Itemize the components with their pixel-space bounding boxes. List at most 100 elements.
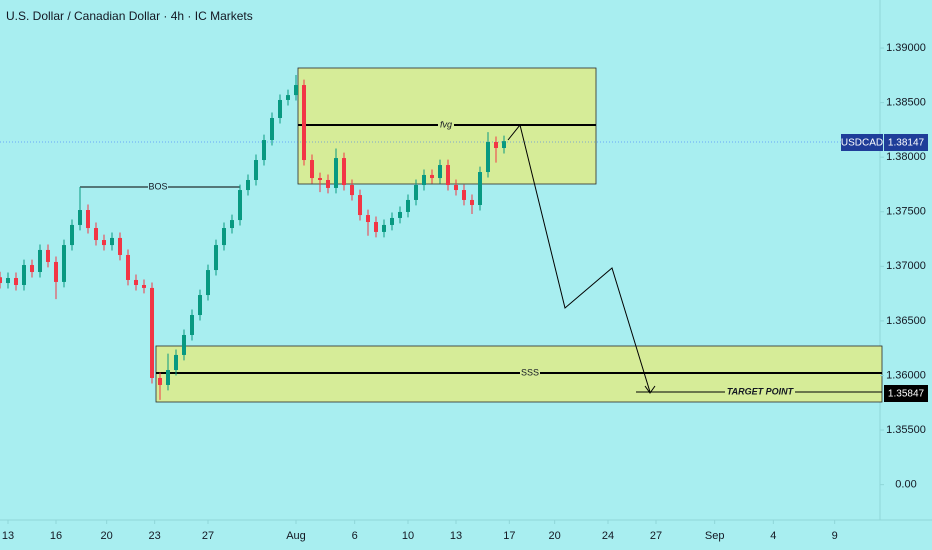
candle-body — [430, 174, 434, 179]
x-tick-label: 10 — [402, 530, 414, 542]
x-tick-label: 23 — [149, 530, 161, 542]
candle-body — [166, 370, 170, 385]
candle-body — [246, 179, 250, 191]
y-tick-label: 1.35500 — [886, 424, 926, 436]
candle-body — [238, 190, 242, 221]
y-tick-label: 1.38000 — [886, 151, 926, 163]
x-tick-label: 20 — [549, 530, 561, 542]
candle-body — [414, 185, 418, 200]
candle-body — [446, 165, 450, 186]
candle-body — [342, 158, 346, 186]
candle-body — [406, 199, 410, 212]
projection-path — [507, 123, 651, 393]
candle-body — [302, 85, 306, 161]
candle-body — [206, 270, 210, 296]
candle-body — [110, 237, 114, 246]
candle-body — [0, 277, 2, 284]
candle-body — [422, 174, 426, 186]
target-price-label: 1.35847 — [888, 389, 925, 400]
target-price-tag — [884, 385, 928, 402]
bos-label: BOS — [148, 181, 167, 191]
candle-body — [230, 220, 234, 229]
candle-body — [38, 249, 42, 273]
candle-body — [462, 190, 466, 200]
x-tick-label: 24 — [602, 530, 614, 542]
candle-body — [94, 228, 98, 241]
candles — [0, 74, 506, 400]
x-tick-label: 27 — [202, 530, 214, 542]
candle-body — [350, 185, 354, 196]
candle-body — [398, 211, 402, 218]
candle-body — [478, 172, 482, 205]
candle-body — [190, 315, 194, 335]
x-tick-label: 9 — [832, 530, 838, 542]
candle-body — [438, 165, 442, 179]
target-label: TARGET POINT — [727, 386, 795, 396]
candle-body — [374, 222, 378, 232]
symbol-label: USDCAD — [841, 138, 883, 149]
candle-body — [358, 195, 362, 216]
candle-body — [294, 85, 298, 96]
projection-arrow — [644, 385, 656, 394]
candle-body — [150, 287, 154, 378]
last-price-tag — [884, 134, 928, 151]
y-tick-label: 1.37000 — [886, 260, 926, 272]
symbol-tag — [841, 134, 883, 151]
candle-body — [86, 210, 90, 229]
candle-body — [278, 99, 282, 118]
candle-body — [182, 334, 186, 355]
x-tick-label: 16 — [50, 530, 62, 542]
x-tick-label: 4 — [770, 530, 776, 542]
candle-body — [134, 279, 138, 285]
y-tick-label: 1.39000 — [886, 42, 926, 54]
x-tick-label: 27 — [650, 530, 662, 542]
candle-body — [494, 142, 498, 149]
candle-body — [78, 210, 82, 225]
candle-body — [118, 237, 122, 255]
candle-body — [318, 178, 322, 180]
candle-body — [470, 199, 474, 205]
x-tick-label: Aug — [286, 530, 306, 542]
candle-body — [14, 278, 18, 285]
last-price-label: 1.38147 — [888, 138, 925, 149]
candle-body — [326, 179, 330, 188]
candle-body — [486, 142, 490, 173]
candle-body — [198, 295, 202, 316]
candle-body — [366, 215, 370, 223]
candle-body — [54, 261, 58, 282]
candle-body — [70, 224, 74, 246]
y-tick-label: 1.36500 — [886, 315, 926, 327]
x-tick-label: 17 — [503, 530, 515, 542]
x-tick-label: 20 — [101, 530, 113, 542]
y-tick-label: 1.36000 — [886, 369, 926, 381]
candle-body — [30, 265, 34, 273]
fvg-label: fvg — [440, 119, 452, 129]
candle-body — [502, 141, 506, 149]
x-tick-label: 6 — [352, 530, 358, 542]
candle-body — [142, 284, 146, 288]
candle-body — [214, 245, 218, 271]
candle-body — [390, 217, 394, 225]
candle-body — [174, 354, 178, 371]
y-tick-label: 1.37500 — [886, 206, 926, 218]
candle-body — [270, 117, 274, 141]
x-tick-label: Sep — [705, 530, 725, 542]
candle-body — [102, 240, 106, 246]
chart-title: U.S. Dollar / Canadian Dollar · 4h · IC … — [6, 9, 253, 23]
x-tick-label: 13 — [2, 530, 14, 542]
candle-body — [310, 160, 314, 179]
candle-body — [286, 95, 290, 100]
candle-body — [262, 140, 266, 161]
candle-body — [454, 185, 458, 191]
candle-body — [6, 278, 10, 284]
candle-body — [62, 245, 66, 282]
candle-body — [334, 158, 338, 188]
candle-body — [22, 265, 26, 285]
y-tick-label: 1.38500 — [886, 97, 926, 109]
candle-body — [158, 377, 162, 385]
candle-body — [254, 160, 258, 180]
y-tick-label: 0.00 — [895, 479, 916, 491]
candle-body — [46, 249, 50, 262]
sss-label: SSS — [521, 367, 539, 377]
